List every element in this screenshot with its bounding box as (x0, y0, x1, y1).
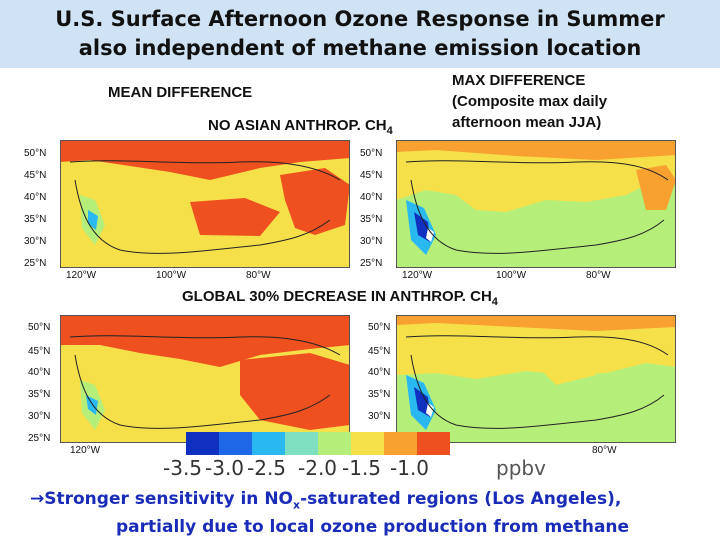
colorbar-swatch (219, 432, 252, 455)
lat-label: 50°N (360, 148, 383, 159)
colorbar-swatch (318, 432, 351, 455)
lat-label: 30°N (360, 236, 383, 247)
title-banner: U.S. Surface Afternoon Ozone Response in… (0, 0, 720, 68)
title-line-2: also independent of methane emission loc… (78, 36, 642, 60)
lat-label: 45°N (368, 346, 391, 357)
map-max-global-decrease (396, 315, 676, 443)
footer-line-1-b: -saturated regions (Los Angeles), (300, 489, 622, 509)
arrow-icon: → (30, 489, 45, 509)
lat-label: 45°N (24, 170, 47, 181)
footer-line-1: →Stronger sensitivity in NOx-saturated r… (30, 488, 629, 516)
lat-label: 40°N (24, 192, 47, 203)
lon-label: 120°W (70, 445, 101, 456)
colorbar-tick-label: -1.5 (342, 456, 382, 480)
max-difference-label: MAX DIFFERENCE (Composite max daily afte… (452, 70, 607, 133)
lat-label: 35°N (368, 389, 391, 400)
lat-label: 30°N (28, 411, 51, 422)
map-mean-no-asian (60, 140, 350, 268)
footer-line-1-a: Stronger sensitivity in NO (44, 489, 293, 509)
lat-label: 35°N (360, 214, 383, 225)
colorbar-swatch (351, 432, 384, 455)
colorbar-swatch (186, 432, 219, 455)
colorbar (186, 432, 450, 455)
global-decrease-text: GLOBAL 30% DECREASE IN ANTHROP. CH (182, 288, 492, 305)
footer-subscript: x (293, 498, 301, 512)
lon-label: 80°W (592, 445, 617, 456)
lat-label: 40°N (360, 192, 383, 203)
colorbar-unit: ppbv (496, 456, 546, 480)
global-decrease-subscript: 4 (491, 296, 498, 308)
lat-label: 45°N (28, 346, 51, 357)
colorbar-tick-label: -2.5 (247, 456, 287, 480)
max-difference-line-3: afternoon mean JJA) (452, 114, 602, 131)
lon-label: 120°W (66, 270, 97, 281)
title-line-1: U.S. Surface Afternoon Ozone Response in… (55, 7, 665, 31)
colorbar-swatch (285, 432, 318, 455)
lon-label: 120°W (402, 270, 433, 281)
lat-label: 50°N (368, 322, 391, 333)
lat-label: 25°N (360, 258, 383, 269)
colorbar-swatch (252, 432, 285, 455)
no-asian-label: NO ASIAN ANTHROP. CH4 (208, 117, 393, 137)
lat-label: 45°N (360, 170, 383, 181)
map-max-no-asian (396, 140, 676, 268)
lat-label: 35°N (24, 214, 47, 225)
lat-label: 30°N (368, 411, 391, 422)
global-decrease-label: GLOBAL 30% DECREASE IN ANTHROP. CH4 (182, 288, 498, 308)
lat-label: 25°N (28, 433, 51, 444)
lat-label: 30°N (24, 236, 47, 247)
max-difference-line-2: (Composite max daily (452, 93, 608, 110)
lat-label: 50°N (28, 322, 51, 333)
colorbar-swatch (417, 432, 450, 455)
colorbar-swatch (384, 432, 417, 455)
mean-difference-label: MEAN DIFFERENCE (108, 84, 253, 101)
max-difference-line-1: MAX DIFFERENCE (452, 72, 586, 89)
lat-label: 25°N (24, 258, 47, 269)
colorbar-tick-label: -2.0 (298, 456, 338, 480)
lat-label: 40°N (368, 367, 391, 378)
lon-label: 80°W (246, 270, 271, 281)
lat-label: 35°N (28, 389, 51, 400)
colorbar-tick-label: -3.0 (205, 456, 245, 480)
lon-label: 100°W (496, 270, 527, 281)
lon-label: 80°W (586, 270, 611, 281)
footer-line-2: partially due to local ozone production … (116, 517, 630, 538)
no-asian-subscript: 4 (386, 125, 393, 137)
lat-label: 50°N (24, 148, 47, 159)
footer-note: →Stronger sensitivity in NOx-saturated r… (30, 488, 629, 538)
map-mean-global-decrease (60, 315, 350, 443)
no-asian-text: NO ASIAN ANTHROP. CH (208, 117, 387, 134)
colorbar-tick-label: -3.5 (163, 456, 203, 480)
lat-label: 40°N (28, 367, 51, 378)
lon-label: 100°W (156, 270, 187, 281)
colorbar-tick-label: -1.0 (390, 456, 430, 480)
